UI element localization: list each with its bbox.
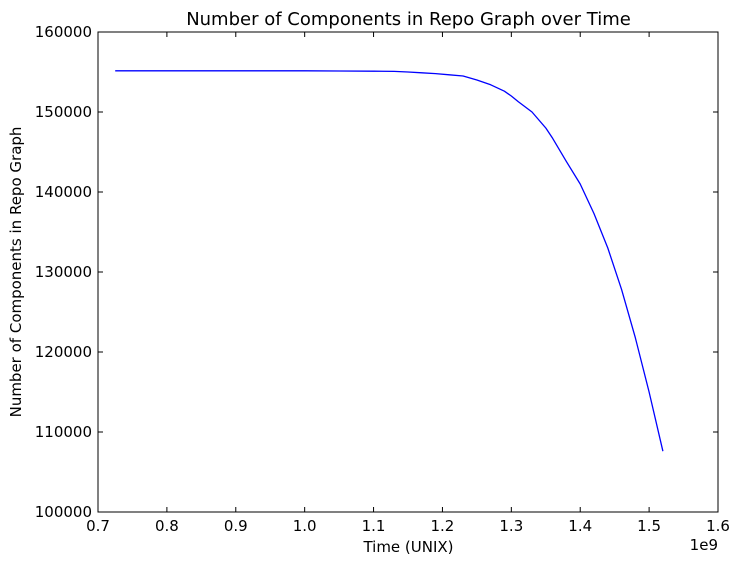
y-tick-label: 110000	[35, 423, 92, 441]
y-tick-label: 150000	[35, 103, 92, 121]
chart-title: Number of Components in Repo Graph over …	[186, 9, 631, 30]
x-tick-label: 1.2	[431, 517, 455, 535]
x-axis-offset-label: 1e9	[690, 536, 718, 554]
plot-area	[115, 70, 664, 452]
x-tick-label: 0.7	[86, 517, 110, 535]
y-tick-label: 160000	[35, 23, 92, 41]
x-axis-label: Time (UNIX)	[362, 538, 453, 556]
y-tick-label: 140000	[35, 183, 92, 201]
plot-frame	[97, 31, 719, 513]
x-tick-label: 1.4	[568, 517, 592, 535]
series-line	[115, 70, 664, 452]
x-tick-label: 1.1	[362, 517, 386, 535]
x-tick-label: 1.3	[499, 517, 523, 535]
x-tick-label: 0.9	[224, 517, 248, 535]
y-tick-label: 100000	[35, 503, 92, 521]
y-tick-label: 130000	[35, 263, 92, 281]
x-tick-label: 1.0	[293, 517, 317, 535]
x-tick-label: 1.6	[706, 517, 730, 535]
x-tick-label: 0.8	[155, 517, 179, 535]
y-axis-label: Number of Components in Repo Graph	[7, 127, 25, 418]
y-tick-label: 120000	[35, 343, 92, 361]
x-tick-label: 1.5	[637, 517, 661, 535]
axis-ticks: 0.7 0.8 0.9 1.0 1.1 1.2 1.3 1.4 1.5 1.6 100000 1100…	[35, 23, 730, 535]
